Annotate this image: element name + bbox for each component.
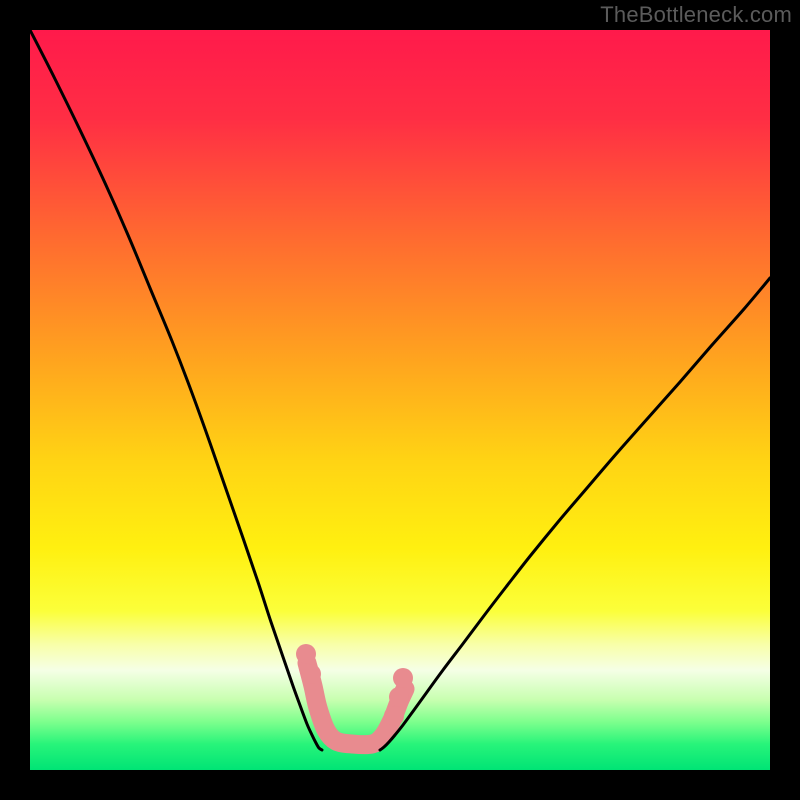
highlight-dot (296, 644, 316, 664)
highlight-dot (393, 668, 413, 688)
highlight-dot (384, 706, 404, 726)
chart-background (30, 30, 770, 770)
highlight-dot (301, 664, 321, 684)
bottleneck-chart (0, 0, 800, 800)
highlight-dot (389, 687, 409, 707)
